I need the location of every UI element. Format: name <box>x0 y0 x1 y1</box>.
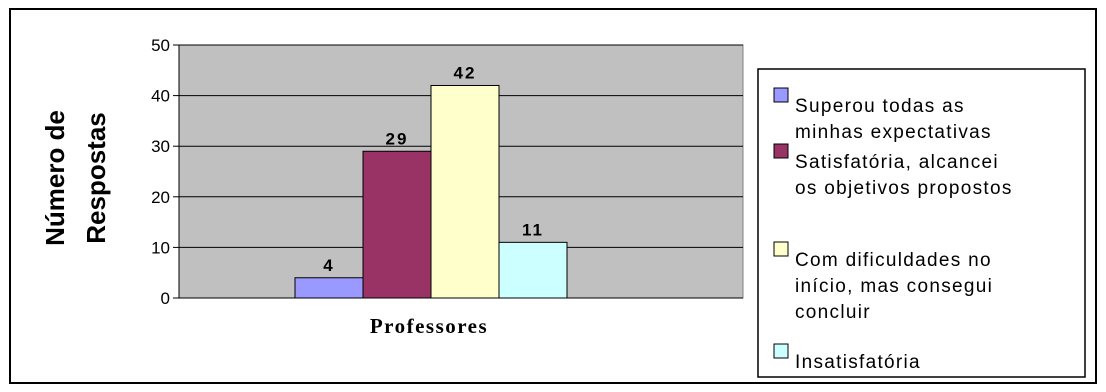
legend-label: concluir <box>795 302 871 323</box>
legend-swatch <box>773 87 789 103</box>
y-axis-label: Número de Respostas <box>40 110 111 246</box>
y-tick-label: 20 <box>151 188 170 207</box>
data-label: 11 <box>522 220 544 239</box>
y-tick-label: 40 <box>151 87 170 106</box>
legend-label: Superou todas as <box>795 96 965 117</box>
legend-label: Com dificuldades no <box>795 250 992 271</box>
bars <box>294 84 568 299</box>
y-axis-label-line: Respostas <box>81 112 111 244</box>
data-label: 42 <box>454 63 477 82</box>
y-tick-label: 50 <box>151 36 170 55</box>
y-tick-label: 30 <box>151 137 170 156</box>
legend: Superou todas as minhas expectativas Satis… <box>773 87 1013 373</box>
y-axis-label-line: Número de <box>40 110 70 246</box>
legend-label: Satisfatória, alcancei <box>795 152 999 173</box>
y-tick-label: 10 <box>151 238 170 257</box>
data-labels: 4 29 42 11 <box>323 63 544 275</box>
legend-label: início, mas consegui <box>795 276 993 297</box>
data-label: 4 <box>323 256 334 275</box>
legend-swatch <box>773 143 789 159</box>
legend-label: os objetivos propostos <box>795 178 1013 199</box>
bar <box>498 241 568 299</box>
legend-box <box>757 68 1086 378</box>
bar <box>362 150 432 299</box>
y-tick-label: 0 <box>161 289 170 308</box>
legend-swatch <box>773 343 789 359</box>
data-label: 29 <box>386 129 409 148</box>
y-axis: 0 10 20 30 40 50 <box>151 36 743 308</box>
legend-label: minhas expectativas <box>795 122 992 143</box>
x-category-label: Professores <box>370 314 488 338</box>
legend-label: Insatisfatória <box>795 352 921 373</box>
bar <box>430 84 500 299</box>
legend-swatch <box>773 241 789 257</box>
bar <box>294 277 364 299</box>
